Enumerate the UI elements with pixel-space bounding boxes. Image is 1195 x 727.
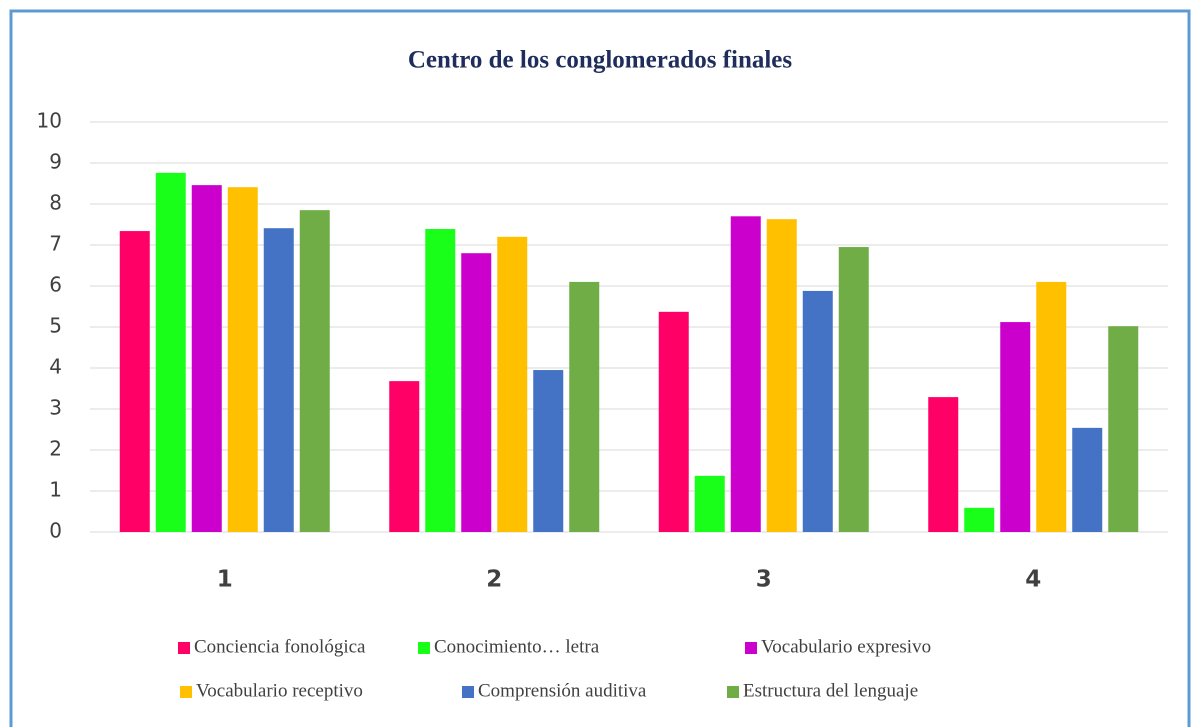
legend-label: Estructura del lenguaje [743, 680, 918, 701]
x-tick-label: 1 [217, 567, 233, 593]
bar [928, 397, 959, 532]
bar [569, 281, 600, 532]
bar [1072, 427, 1103, 532]
bar [299, 210, 330, 532]
bar [533, 370, 564, 532]
bar [694, 475, 725, 532]
legend-label: Conciencia fonológica [194, 636, 366, 657]
y-tick-label: 4 [49, 355, 62, 379]
legend-label: Vocabulario expresivo [761, 636, 931, 657]
bar [425, 229, 456, 532]
bar [119, 231, 150, 532]
y-tick-label: 0 [49, 519, 62, 543]
bar [730, 216, 761, 533]
bar [1108, 326, 1139, 532]
y-tick-label: 10 [37, 109, 62, 133]
y-tick-label: 3 [49, 396, 62, 420]
bar [191, 185, 222, 532]
legend-swatch [178, 642, 190, 654]
y-tick-label: 6 [49, 273, 62, 297]
bar [227, 187, 258, 532]
legend-swatch [418, 642, 430, 654]
bar [155, 172, 186, 532]
y-tick-label: 9 [49, 150, 62, 174]
legend-swatch [180, 686, 192, 698]
x-tick-label: 4 [1025, 567, 1041, 593]
bar [766, 219, 797, 533]
chart-title: Centro de los conglomerados finales [408, 47, 793, 74]
y-tick-label: 1 [49, 478, 62, 502]
y-tick-label: 2 [49, 437, 62, 461]
legend-label: Conocimiento… letra [434, 636, 600, 657]
x-tick-label: 2 [486, 567, 502, 593]
bar [1036, 281, 1067, 532]
bar [461, 253, 492, 532]
legend-label: Comprensión auditiva [478, 680, 647, 701]
y-tick-label: 7 [49, 232, 62, 256]
bar [802, 290, 833, 532]
legend-swatch [727, 686, 739, 698]
legend-swatch [745, 642, 757, 654]
bar [263, 228, 294, 532]
legend-label: Vocabulario receptivo [196, 680, 363, 701]
y-tick-label: 5 [49, 314, 62, 338]
bar [964, 507, 995, 532]
legend-swatch [462, 686, 474, 698]
y-tick-label: 8 [49, 191, 62, 215]
bar [838, 247, 869, 533]
bar [389, 381, 420, 532]
x-tick-label: 3 [756, 567, 772, 593]
bar [497, 236, 528, 533]
bar [1000, 322, 1031, 532]
bar [658, 311, 689, 532]
